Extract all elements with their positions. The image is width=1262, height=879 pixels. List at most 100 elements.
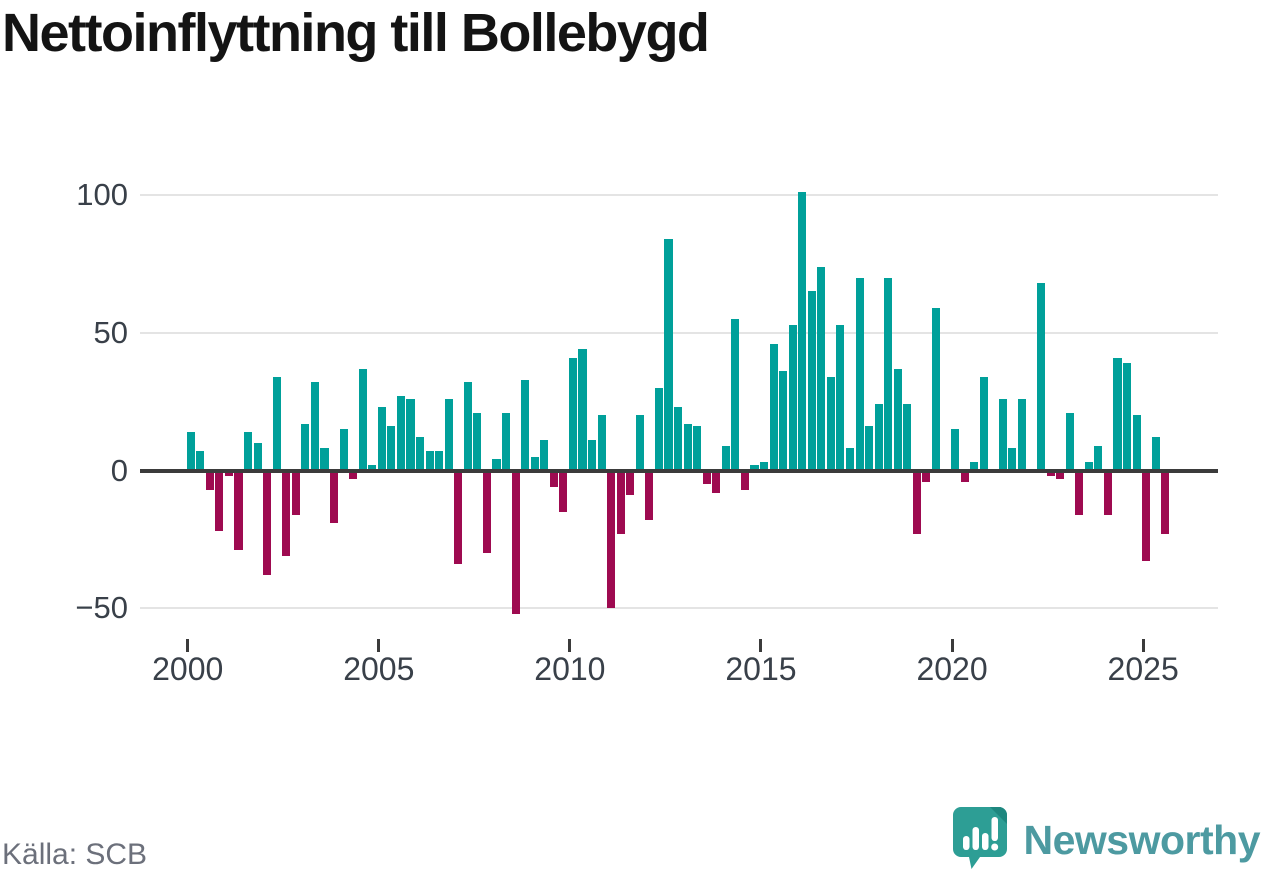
x-axis-label-2015: 2015 [725,651,797,687]
bar-2020-q4 [979,376,988,471]
bar-2015-q4 [788,324,797,471]
bar-2000-q1 [186,431,195,471]
bar-2007-q1 [454,470,463,565]
bar-2015-q1 [759,462,769,471]
bar-2017-q2 [845,448,855,471]
x-axis-label-2025: 2025 [1107,651,1179,687]
bar-2005-q3 [396,396,405,471]
bar-2020-q2 [960,470,969,482]
bar-2018-q2 [884,277,893,471]
bar-2023-q3 [1084,462,1093,471]
bar-2017-q3 [855,277,864,471]
x-tick-2000 [186,639,190,652]
bar-2002-q2 [272,376,281,471]
bar-2013-q1 [683,423,692,471]
bar-2022-q4 [1056,470,1065,479]
bar-2007-q2 [463,382,472,471]
bar-2016-q3 [817,266,826,471]
bar-2021-q4 [1017,398,1027,471]
gridline-−50 [140,607,1218,610]
y-axis-label: 50 [93,314,128,350]
bar-2006-q3 [435,451,444,471]
y-axis-label: 0 [110,452,128,488]
bar-2005-q2 [387,426,396,471]
bar-2009-q2 [540,440,549,471]
bar-2025-q2 [1151,437,1160,471]
bar-2015-q3 [779,371,788,471]
bar-2012-q2 [654,387,663,471]
bar-2004-q1 [339,429,348,471]
bar-2002-q4 [291,470,300,515]
bar-2008-q3 [511,470,520,614]
bar-2002-q3 [282,470,291,556]
y-axis-label: 100 [76,177,128,213]
bar-2000-q4 [215,470,224,532]
bar-2022-q2 [1037,283,1046,471]
brand-name: Newsworthy [1023,817,1261,863]
bar-2000-q2 [196,451,205,471]
bar-2009-q4 [559,470,568,512]
bar-2011-q2 [616,470,625,534]
bar-2012-q4 [673,407,683,471]
bar-2008-q2 [501,412,511,471]
bar-2016-q2 [807,291,816,471]
bar-2003-q2 [310,382,319,471]
bar-2016-q4 [826,376,835,471]
bar-2012-q1 [645,470,654,521]
bar-2015-q2 [769,343,778,471]
bar-2025-q3 [1161,470,1170,534]
bar-2001-q2 [234,470,243,551]
bar-2018-q4 [903,404,912,471]
x-tick-2005 [377,639,381,652]
bar-2024-q1 [1103,470,1113,515]
bar-2003-q4 [330,470,339,523]
x-tick-2010 [568,639,572,652]
bar-2004-q3 [358,368,367,471]
bar-2008-q4 [521,379,530,471]
bar-2018-q1 [874,404,883,471]
newsworthy-logo-icon [952,806,1008,875]
bar-2006-q2 [425,451,434,471]
x-axis-label-2010: 2010 [534,651,606,687]
zero-line [140,468,1218,473]
bar-2007-q3 [473,412,482,471]
bar-2008-q1 [492,459,501,471]
bar-2014-q4 [750,464,759,471]
bar-2013-q4 [712,470,721,493]
bar-2010-q3 [587,440,597,471]
bar-2017-q4 [865,426,874,471]
x-axis-label-2005: 2005 [343,651,415,687]
bar-2011-q3 [626,470,635,496]
bar-2006-q4 [444,398,453,471]
bar-2018-q3 [893,368,902,471]
bar-2012-q3 [664,239,673,471]
bar-2004-q4 [368,464,377,471]
bar-2019-q1 [912,470,921,534]
x-tick-2020 [950,639,954,652]
gridline-50 [140,331,1218,334]
bar-2000-q3 [205,470,214,490]
x-tick-2015 [759,639,763,652]
x-tick-2025 [1141,639,1145,652]
bar-2024-q3 [1123,363,1132,471]
bar-2021-q2 [998,398,1007,471]
bar-2005-q4 [406,398,415,471]
gridline-100 [140,194,1218,197]
bar-2001-q1 [224,470,233,476]
x-axis-label-2000: 2000 [152,651,224,687]
bar-2010-q4 [597,415,606,471]
bar-2016-q1 [798,192,807,471]
y-axis-label: −50 [75,590,128,626]
bar-2021-q3 [1008,448,1017,471]
bar-2017-q1 [836,324,845,471]
bar-2010-q1 [568,357,577,471]
bar-2014-q2 [731,319,740,471]
bar-2025-q1 [1142,470,1151,562]
bar-2024-q4 [1132,415,1141,471]
bar-2001-q3 [244,431,253,471]
bar-2005-q1 [377,407,386,471]
bar-2011-q4 [635,415,644,471]
x-axis-label-2020: 2020 [916,651,988,687]
bar-2003-q3 [320,448,329,471]
